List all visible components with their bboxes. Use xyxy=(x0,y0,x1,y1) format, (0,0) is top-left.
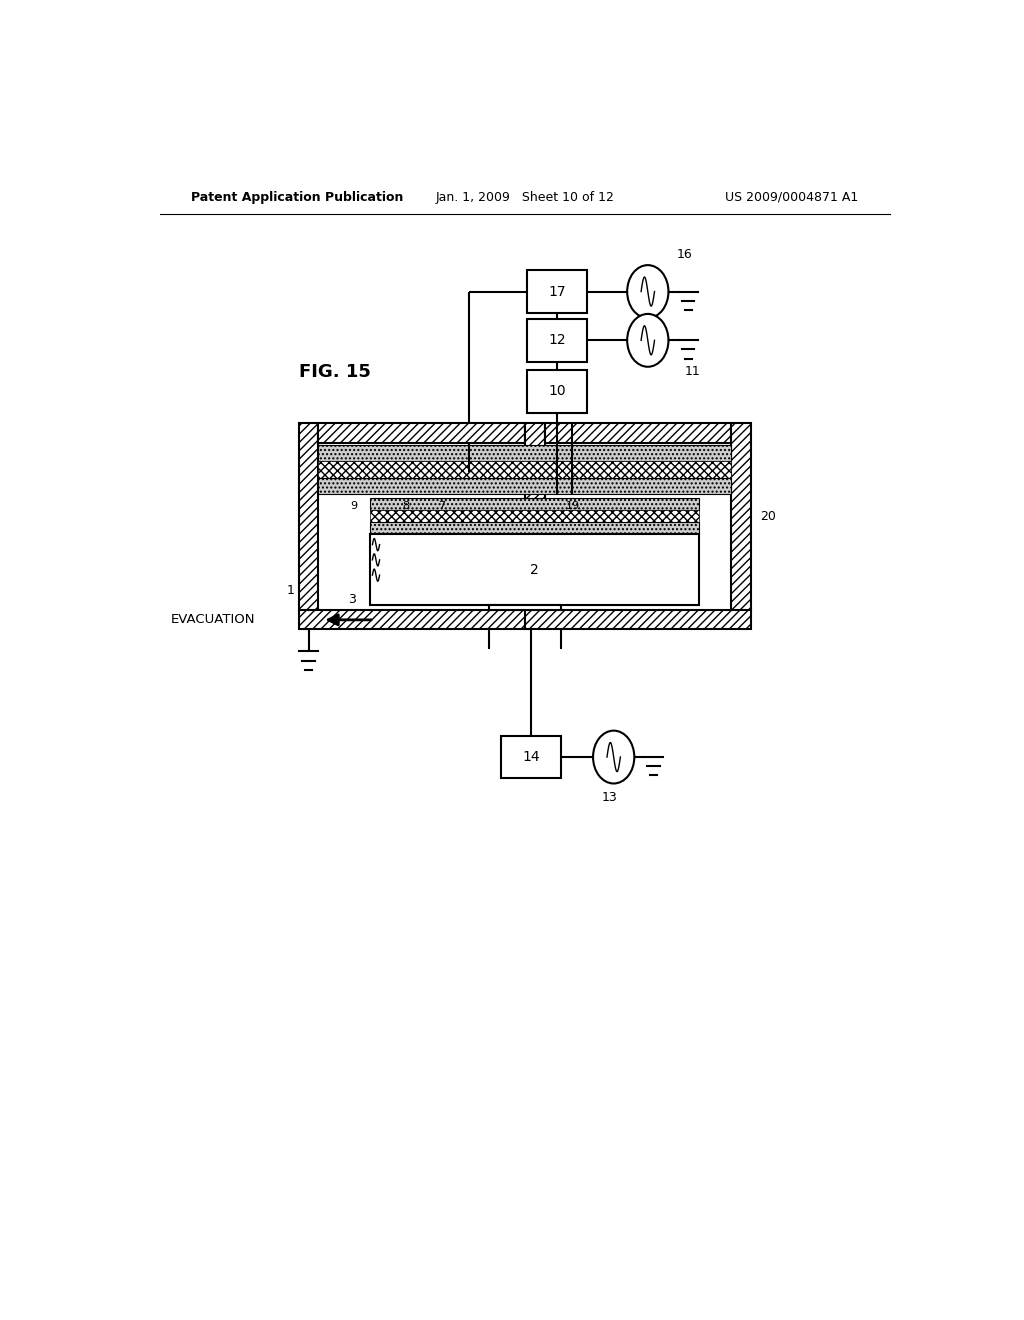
Bar xyxy=(318,445,731,461)
Text: 12: 12 xyxy=(548,334,565,347)
Bar xyxy=(501,735,560,779)
Bar xyxy=(370,510,699,523)
Text: FIG. 15: FIG. 15 xyxy=(299,363,371,381)
Text: 13: 13 xyxy=(602,791,617,804)
Bar xyxy=(318,478,731,494)
Bar xyxy=(370,535,699,605)
Text: 1: 1 xyxy=(287,583,295,597)
Text: 10: 10 xyxy=(548,384,565,399)
Bar xyxy=(318,461,731,478)
Text: 11: 11 xyxy=(684,366,700,379)
Bar xyxy=(524,422,545,499)
Bar xyxy=(370,498,699,510)
Circle shape xyxy=(627,314,669,367)
Text: 7: 7 xyxy=(438,502,445,511)
Bar xyxy=(318,422,524,444)
Bar xyxy=(299,610,751,630)
Bar xyxy=(527,319,587,362)
Bar xyxy=(731,422,751,611)
Bar xyxy=(527,370,587,412)
Text: Jan. 1, 2009   Sheet 10 of 12: Jan. 1, 2009 Sheet 10 of 12 xyxy=(435,190,614,203)
Bar xyxy=(489,605,560,610)
Text: 9: 9 xyxy=(350,502,357,511)
Text: EVACUATION: EVACUATION xyxy=(170,614,255,627)
Bar xyxy=(370,523,699,535)
Text: 8: 8 xyxy=(402,502,410,511)
Text: 20: 20 xyxy=(761,511,776,523)
Text: 17: 17 xyxy=(548,285,565,298)
Text: 16: 16 xyxy=(677,248,692,261)
Text: Patent Application Publication: Patent Application Publication xyxy=(191,190,403,203)
Bar xyxy=(527,271,587,313)
Text: 2: 2 xyxy=(530,562,539,577)
Text: 3: 3 xyxy=(348,593,355,606)
Text: 14: 14 xyxy=(522,750,540,764)
Bar xyxy=(299,422,318,611)
Text: US 2009/0004871 A1: US 2009/0004871 A1 xyxy=(725,190,858,203)
Circle shape xyxy=(593,731,634,784)
Bar xyxy=(545,422,731,444)
Circle shape xyxy=(627,265,669,318)
Text: 19: 19 xyxy=(565,502,580,511)
